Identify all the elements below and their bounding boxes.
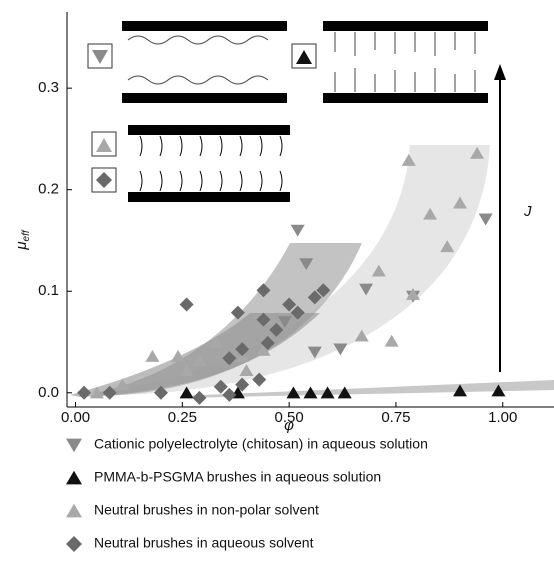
point <box>260 336 275 351</box>
point <box>333 343 348 356</box>
y-tick-label: 0.1 <box>38 282 59 299</box>
point <box>235 377 250 392</box>
legend-label: Cationic polyelectrolyte (chitosan) in a… <box>94 436 428 452</box>
point <box>179 364 194 377</box>
x-tick-label: 0.75 <box>381 409 410 426</box>
y-tick-label: 0.2 <box>38 181 59 198</box>
point <box>307 290 322 305</box>
point <box>303 386 318 399</box>
point <box>478 213 493 226</box>
point <box>89 386 104 399</box>
point <box>423 207 438 220</box>
point <box>222 387 237 402</box>
point <box>290 224 305 237</box>
band <box>180 380 554 398</box>
y-axis-label-subscript: eff <box>21 229 32 241</box>
point <box>470 146 485 159</box>
legend-marker <box>66 438 82 453</box>
point <box>230 305 245 320</box>
point <box>222 351 237 366</box>
annotation: J <box>523 203 532 220</box>
band <box>95 243 362 396</box>
point <box>491 384 506 397</box>
point <box>252 372 267 387</box>
point <box>213 379 228 394</box>
point <box>192 390 207 405</box>
point <box>354 329 369 342</box>
point <box>145 349 160 362</box>
point <box>406 287 421 300</box>
point <box>256 343 271 356</box>
point <box>115 378 130 391</box>
point <box>209 335 224 348</box>
point <box>102 385 117 400</box>
x-axis-label: φ <box>284 417 294 434</box>
point <box>401 153 416 166</box>
point <box>320 386 335 399</box>
point <box>269 322 284 337</box>
point <box>256 283 271 298</box>
point <box>171 349 186 362</box>
point <box>307 346 322 359</box>
point <box>179 297 194 312</box>
band <box>100 145 490 395</box>
point <box>316 283 331 298</box>
point <box>337 386 352 399</box>
legend-label: PMMA-b-PSGMA brushes in aqueous solution <box>94 469 381 485</box>
point <box>256 312 271 327</box>
legend-marker <box>66 536 82 552</box>
x-tick-label: 1.00 <box>488 409 517 426</box>
point <box>359 283 374 296</box>
point <box>277 316 292 329</box>
point <box>290 305 305 320</box>
point <box>440 240 455 253</box>
x-tick-label: 0.00 <box>61 409 90 426</box>
legend-label: Neutral brushes in aqueous solvent <box>94 535 314 551</box>
x-tick-label: 0.25 <box>168 409 197 426</box>
band <box>70 313 320 397</box>
legend-marker <box>66 503 82 518</box>
point <box>299 258 314 271</box>
point <box>282 297 297 312</box>
y-tick-label: 0.0 <box>38 384 59 401</box>
point <box>239 364 254 377</box>
legend-marker <box>66 470 82 485</box>
point <box>384 334 399 347</box>
point <box>453 196 468 209</box>
point <box>286 386 301 399</box>
arrow-head <box>494 64 506 80</box>
y-axis-label-symbol: μ <box>13 241 30 250</box>
legend-label: Neutral brushes in non-polar solvent <box>94 502 319 518</box>
y-tick-label: 0.3 <box>38 79 59 96</box>
y-axis-label: μeff <box>13 229 32 251</box>
point <box>235 342 250 357</box>
point <box>371 264 386 277</box>
point <box>192 353 207 366</box>
point <box>179 386 194 399</box>
point <box>77 385 92 400</box>
point <box>153 385 168 400</box>
point <box>453 384 468 397</box>
x-tick-label: 0.50 <box>275 409 304 426</box>
inset <box>87 21 488 202</box>
